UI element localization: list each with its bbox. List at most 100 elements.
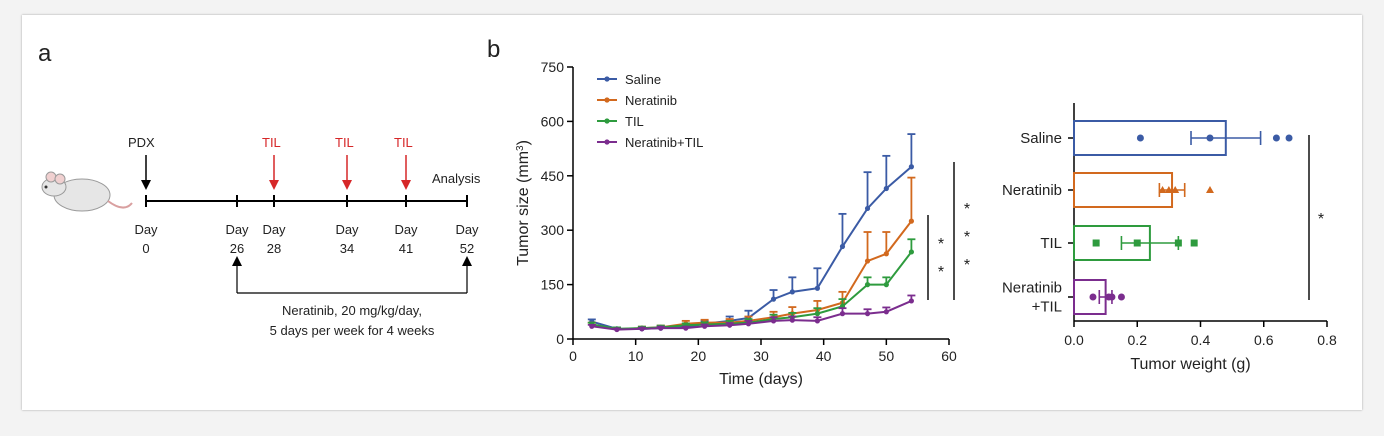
data-point [770, 318, 777, 324]
til-label-3: TIL [394, 135, 413, 150]
til-label-2: TIL [335, 135, 354, 150]
data-point [639, 326, 645, 332]
data-point [1174, 239, 1182, 247]
data-point [1164, 186, 1173, 193]
day-number: 34 [340, 241, 354, 256]
data-point [839, 311, 846, 317]
data-point [1285, 134, 1293, 142]
y-tick-label: 600 [541, 113, 565, 129]
treatment-text-line2: 5 days per week for 4 weeks [270, 323, 435, 338]
series-line [591, 165, 913, 330]
data-point [1089, 293, 1097, 301]
data-point [727, 322, 733, 328]
data-point [789, 317, 795, 323]
data-point [908, 218, 915, 224]
day-number: 26 [230, 241, 244, 256]
significance-star: * [1318, 211, 1324, 228]
x-tick-label: 0.6 [1254, 332, 1274, 348]
data-point [814, 311, 821, 317]
x-tick-label: 0 [569, 348, 577, 364]
data-point [745, 321, 752, 327]
data-point [683, 325, 689, 331]
data-point [614, 326, 620, 333]
x-tick-label: 30 [753, 348, 769, 364]
legend-marker [604, 139, 610, 145]
day-number: 0 [142, 241, 149, 256]
data-point [1190, 239, 1198, 247]
significance-star: * [964, 201, 970, 218]
data-point [1206, 134, 1214, 142]
x-axis-label: Time (days) [719, 371, 803, 388]
data-point [864, 258, 871, 264]
legend-marker [604, 97, 610, 103]
day-number: 52 [460, 241, 474, 256]
x-tick-label: 0.0 [1064, 332, 1084, 348]
x-tick-label: 50 [879, 348, 895, 364]
day-labels: Day 0 Day 26 Day 28 Day 34 Day 41 Day 52 [134, 222, 479, 256]
data-point [589, 323, 595, 329]
legend-label: Neratinib+TIL [625, 135, 703, 150]
y-tick-label: 0 [556, 331, 564, 347]
y-tick-label: 150 [541, 277, 565, 293]
analysis-label: Analysis [432, 171, 481, 186]
data-point [883, 309, 889, 315]
data-point [839, 243, 846, 250]
data-point [883, 251, 889, 257]
day-word: Day [134, 222, 158, 237]
figure-canvas: a PDX TIL TIL TIL Ana [38, 36, 1337, 388]
x-tick-label: 60 [941, 348, 957, 364]
category-label: +TIL [1032, 299, 1062, 316]
x-tick-label: 0.4 [1191, 332, 1211, 348]
x-tick-label: 10 [628, 348, 644, 364]
data-point [864, 282, 871, 288]
significance-star: * [938, 264, 944, 281]
data-point [1092, 239, 1100, 247]
significance-star: * [938, 236, 944, 253]
data-point [1117, 293, 1125, 301]
data-point [789, 289, 795, 295]
data-point [1158, 186, 1167, 193]
day-word: Day [394, 222, 418, 237]
data-point [864, 311, 871, 317]
category-label: Neratinib [1002, 182, 1062, 199]
panel-a-letter: a [38, 40, 52, 67]
tumor-size-line-chart: 0 150 300 450 600 750 0 10 20 30 40 50 60 Time (days)… [515, 59, 971, 388]
series-neratinib-til [587, 294, 916, 333]
x-tick-label: 0.2 [1128, 332, 1148, 348]
bar [1073, 172, 1174, 208]
x-axis-label: Tumor weight (g) [1130, 356, 1250, 373]
series-til [587, 238, 916, 332]
significance-star: * [964, 229, 970, 246]
data-point [908, 298, 915, 304]
y-axis-label: Tumor size (mm3) [515, 140, 533, 266]
legend-label: TIL [625, 114, 644, 129]
category-label: Neratinib [1002, 280, 1062, 297]
timeline-ticks [145, 195, 468, 207]
data-point [883, 185, 889, 192]
x-tick-label: 40 [816, 348, 832, 364]
data-point [1171, 186, 1180, 193]
data-point [702, 323, 708, 329]
data-point [908, 164, 915, 170]
data-point [908, 249, 915, 255]
data-point [814, 318, 821, 324]
x-tick-label: 20 [691, 348, 707, 364]
y-tick-label: 300 [541, 222, 565, 238]
day-word: Day [455, 222, 479, 237]
legend-marker [604, 118, 610, 124]
day-number: 28 [267, 241, 281, 256]
data-point [1133, 239, 1141, 247]
tumor-weight-bar-chart: 0.0 0.2 0.4 0.6 0.8 Tumor weight (g) Saline Ner… [1002, 103, 1337, 373]
data-point [814, 285, 821, 291]
y-tick-label: 750 [541, 59, 565, 75]
day-number: 41 [399, 241, 413, 256]
data-point [1205, 186, 1214, 193]
figure-frame: a PDX TIL TIL TIL Ana [22, 15, 1362, 410]
mouse-icon [41, 171, 133, 212]
day-word: Day [335, 222, 359, 237]
pdx-label: PDX [128, 135, 155, 150]
legend-label: Saline [625, 72, 661, 87]
y-tick-label: 450 [541, 168, 565, 184]
data-point [770, 296, 777, 302]
panel-a-timeline: a PDX TIL TIL TIL Ana [38, 40, 481, 338]
